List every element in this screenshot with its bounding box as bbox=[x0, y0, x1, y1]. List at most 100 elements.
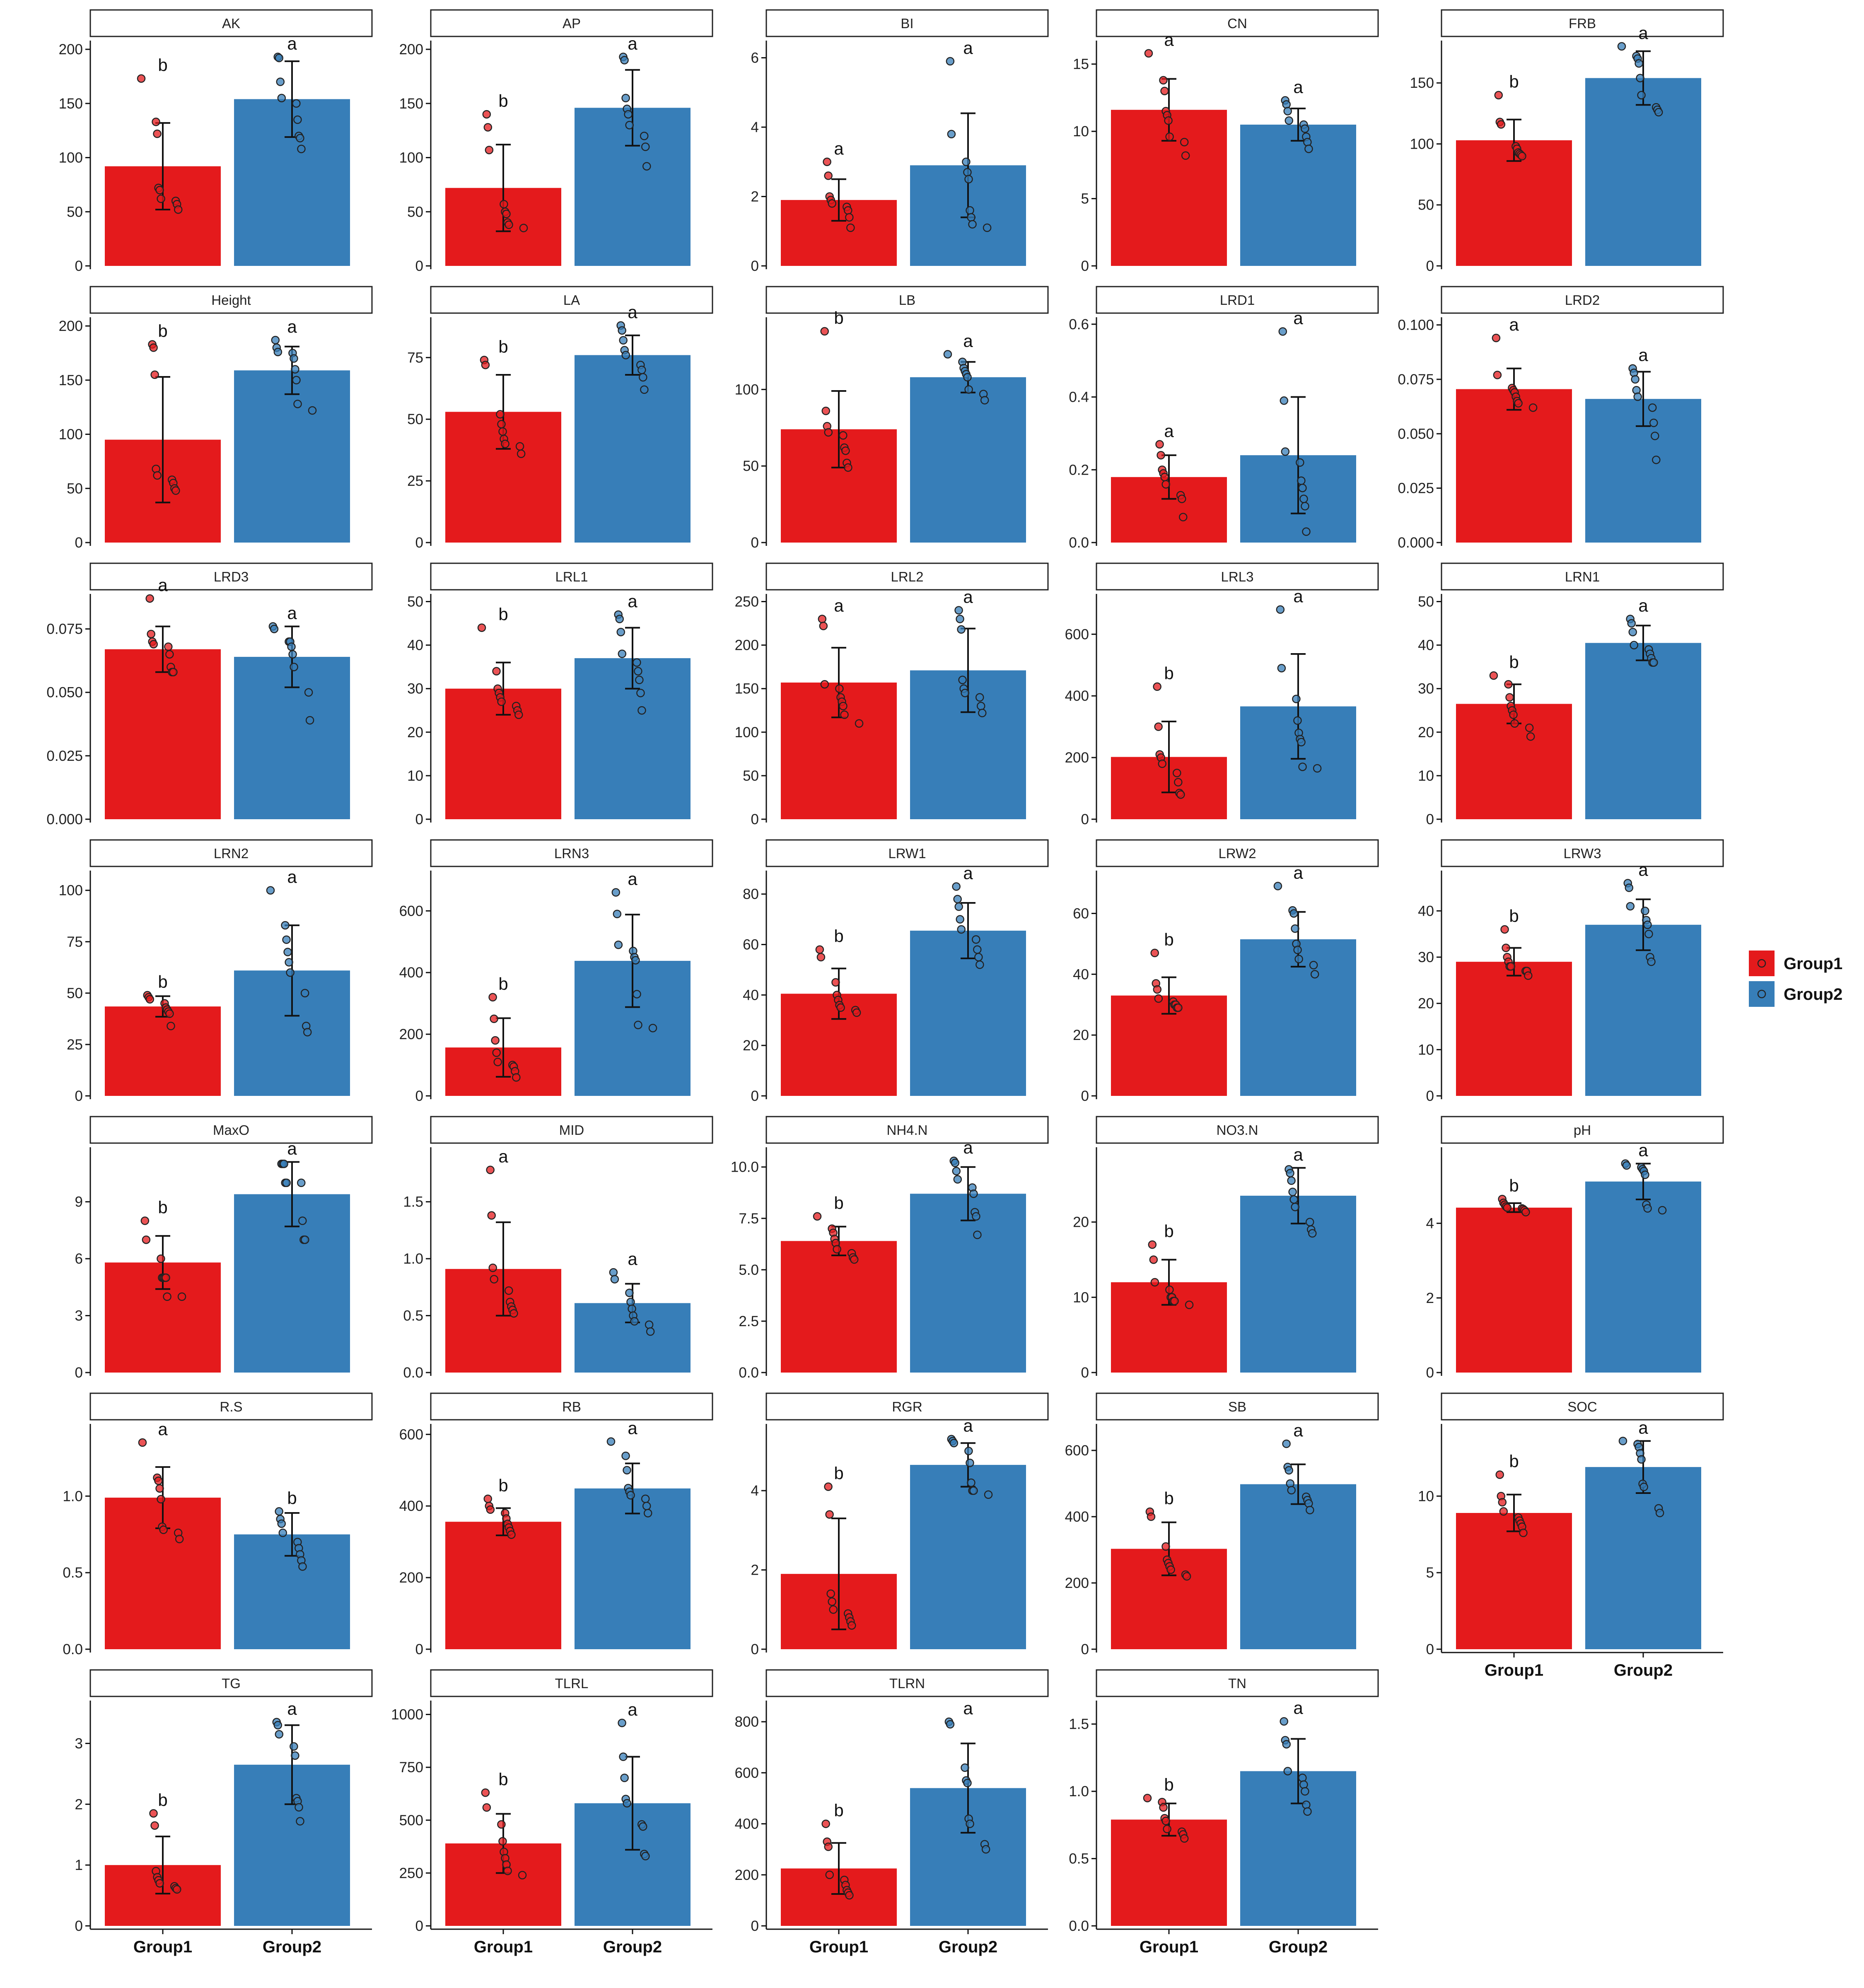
y-tick-label: 75 bbox=[407, 350, 423, 366]
significance-letter: a bbox=[963, 1698, 973, 1718]
data-point bbox=[1285, 116, 1294, 125]
data-point bbox=[828, 1597, 836, 1606]
facet-panel-lrd1: LRD1 0.0 0.2 0.4 0.6 a a bbox=[1069, 286, 1379, 551]
data-point bbox=[648, 1023, 657, 1033]
data-point bbox=[498, 427, 507, 436]
data-point bbox=[1627, 619, 1636, 628]
facet-title: RB bbox=[562, 1399, 581, 1414]
data-point bbox=[828, 199, 836, 208]
data-point bbox=[825, 1870, 834, 1879]
data-point bbox=[1292, 695, 1301, 703]
legend-key-point bbox=[1757, 989, 1766, 999]
bar-group1 bbox=[105, 1006, 221, 1096]
data-point bbox=[1282, 1740, 1291, 1749]
data-point bbox=[1306, 1505, 1314, 1515]
data-point bbox=[491, 1036, 500, 1045]
significance-letter: a bbox=[628, 1700, 637, 1719]
data-point bbox=[634, 1021, 642, 1030]
data-point bbox=[1166, 1565, 1175, 1574]
data-point bbox=[1153, 985, 1162, 994]
data-point bbox=[514, 710, 523, 719]
data-point bbox=[1649, 658, 1658, 667]
data-point bbox=[1296, 458, 1304, 467]
data-point bbox=[1289, 909, 1298, 918]
y-tick-label: 2 bbox=[751, 189, 759, 205]
significance-letter: a bbox=[1293, 1421, 1303, 1440]
data-point bbox=[972, 935, 980, 944]
data-point bbox=[1641, 907, 1649, 915]
data-point bbox=[1637, 1455, 1646, 1464]
significance-letter: b bbox=[498, 91, 508, 111]
bar-group2 bbox=[910, 377, 1026, 543]
data-point bbox=[1313, 764, 1322, 773]
data-point bbox=[980, 396, 989, 405]
data-point bbox=[818, 615, 827, 623]
y-tick-label: 100 bbox=[1410, 136, 1434, 152]
facet-strip bbox=[765, 839, 1049, 867]
facet-panel-tlrn: TLRN 0 200 400 600 800 b Group1 a Group2 bbox=[735, 1669, 1049, 1956]
data-point bbox=[952, 882, 961, 891]
y-tick-label: 600 bbox=[399, 903, 423, 919]
y-tick-label: 200 bbox=[1065, 750, 1089, 766]
data-point bbox=[637, 365, 646, 374]
y-tick-label: 20 bbox=[1418, 724, 1434, 741]
facet-strip bbox=[430, 286, 713, 314]
y-tick-label: 200 bbox=[399, 41, 423, 58]
data-point bbox=[293, 400, 302, 408]
facet-title: SB bbox=[1228, 1399, 1246, 1414]
data-point bbox=[1277, 663, 1286, 673]
data-point bbox=[1647, 957, 1656, 966]
data-point bbox=[1509, 710, 1518, 719]
data-point bbox=[1631, 375, 1639, 384]
y-tick-label: 0.0 bbox=[1069, 535, 1089, 551]
data-point bbox=[308, 406, 317, 415]
data-point bbox=[1150, 1278, 1159, 1287]
data-point bbox=[1185, 1300, 1194, 1309]
facet-title: LA bbox=[563, 292, 580, 308]
data-point bbox=[290, 1742, 298, 1751]
data-point bbox=[477, 623, 486, 632]
significance-letter: a bbox=[963, 331, 973, 350]
data-point bbox=[266, 886, 275, 895]
x-tick-label: Group2 bbox=[939, 1938, 997, 1956]
data-point bbox=[623, 1799, 631, 1808]
data-point bbox=[1301, 124, 1309, 133]
data-point bbox=[969, 1189, 978, 1198]
bar-group1 bbox=[105, 649, 221, 819]
data-point bbox=[296, 1817, 304, 1826]
y-tick-label: 30 bbox=[1418, 681, 1434, 697]
data-point bbox=[835, 684, 844, 693]
data-point bbox=[964, 1447, 973, 1455]
y-tick-label: 0 bbox=[415, 258, 423, 274]
data-point bbox=[171, 486, 180, 495]
bar-group2 bbox=[1585, 1181, 1701, 1373]
y-tick-label: 1.5 bbox=[403, 1194, 423, 1210]
y-tick-label: 30 bbox=[1418, 949, 1434, 965]
data-point bbox=[277, 94, 286, 102]
data-point bbox=[1525, 724, 1534, 732]
data-point bbox=[298, 1562, 307, 1571]
data-point bbox=[282, 935, 291, 944]
facet-title: LB bbox=[899, 292, 915, 308]
data-point bbox=[165, 1009, 174, 1018]
data-point bbox=[964, 385, 973, 394]
data-point bbox=[501, 439, 509, 449]
data-point bbox=[1291, 1203, 1299, 1211]
data-point bbox=[643, 1509, 652, 1518]
facet-strip bbox=[430, 562, 713, 591]
data-point bbox=[1157, 451, 1165, 460]
data-point bbox=[1170, 1297, 1179, 1305]
data-point bbox=[1499, 1507, 1508, 1516]
facet-panel-lrw3: LRW3 0 10 20 30 40 b a bbox=[1418, 839, 1724, 1104]
y-tick-label: 100 bbox=[735, 381, 759, 398]
data-point bbox=[619, 1752, 628, 1761]
significance-letter: a bbox=[1509, 315, 1519, 334]
data-point bbox=[963, 1778, 972, 1788]
data-point bbox=[967, 213, 975, 222]
data-point bbox=[1286, 1169, 1294, 1177]
data-point bbox=[174, 205, 183, 214]
data-point bbox=[285, 958, 293, 967]
y-tick-label: 50 bbox=[67, 480, 83, 497]
data-point bbox=[1651, 432, 1659, 440]
data-point bbox=[1304, 145, 1313, 153]
